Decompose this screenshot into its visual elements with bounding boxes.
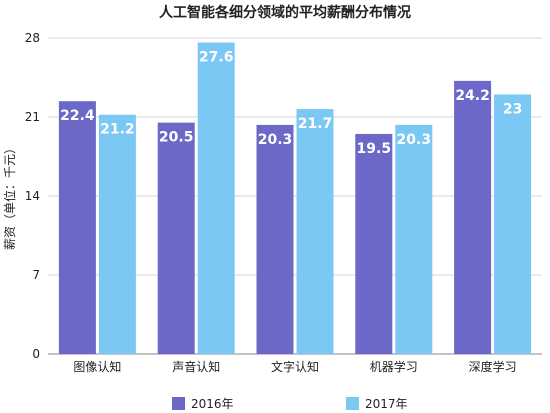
legend-entry: 2017年 xyxy=(365,397,408,411)
bar-value-label: 20.3 xyxy=(397,132,432,148)
bar-value-labels: 22.4 21.2 20.5 27.6 20.3 21.7 19.5 20.3 24.2 23 xyxy=(60,50,522,157)
x-tick-label: 深度学习 xyxy=(469,359,517,374)
legend-swatch xyxy=(346,397,359,410)
y-tick-label: 21 xyxy=(25,110,40,124)
bar-value-label: 24.2 xyxy=(455,88,490,104)
bar-声音认知-2017年 xyxy=(197,42,235,355)
bar-图像认知-2017年 xyxy=(98,114,136,354)
bar-value-label: 21.7 xyxy=(298,116,333,132)
chart-title: 人工智能各细分领域的平均薪酬分布情况 xyxy=(159,4,411,21)
bar-图像认知-2016年 xyxy=(58,101,96,354)
y-tick-label: 14 xyxy=(25,189,40,203)
bars xyxy=(58,42,532,355)
y-tick-label: 0 xyxy=(32,347,40,361)
y-tick-label: 28 xyxy=(25,31,40,45)
bar-value-label: 20.5 xyxy=(159,130,194,146)
legend-entry: 2016年 xyxy=(191,397,234,411)
bar-value-label: 22.4 xyxy=(60,108,95,124)
bar-文字认知-2016年 xyxy=(256,124,294,355)
x-axis-tick-labels: 图像认知 声音认知 文字认知 机器学习 深度学习 xyxy=(73,359,516,374)
bar-深度学习-2017年 xyxy=(494,94,532,354)
y-axis-tick-labels: 0 7 14 21 28 xyxy=(25,31,40,361)
bar-value-label: 23 xyxy=(503,101,522,117)
x-tick-label: 声音认知 xyxy=(172,359,220,374)
bar-value-label: 27.6 xyxy=(199,50,234,66)
x-tick-label: 图像认知 xyxy=(73,360,121,374)
bar-value-label: 20.3 xyxy=(258,132,293,148)
bar-value-label: 21.2 xyxy=(100,122,135,138)
bar-文字认知-2017年 xyxy=(296,109,334,354)
y-tick-label: 7 xyxy=(32,268,40,282)
legend-swatch xyxy=(172,397,185,410)
bar-机器学习-2016年 xyxy=(355,133,393,354)
bar-声音认知-2016年 xyxy=(157,122,195,355)
x-tick-label: 机器学习 xyxy=(370,359,418,374)
x-tick-label: 文字认知 xyxy=(271,359,319,374)
bar-机器学习-2017年 xyxy=(395,124,433,355)
legend: 2016年 2017年 xyxy=(172,397,408,411)
y-axis-label: 薪资（单位：千元） xyxy=(2,142,17,250)
bar-value-label: 19.5 xyxy=(357,141,392,157)
bar-深度学习-2016年 xyxy=(454,80,492,354)
